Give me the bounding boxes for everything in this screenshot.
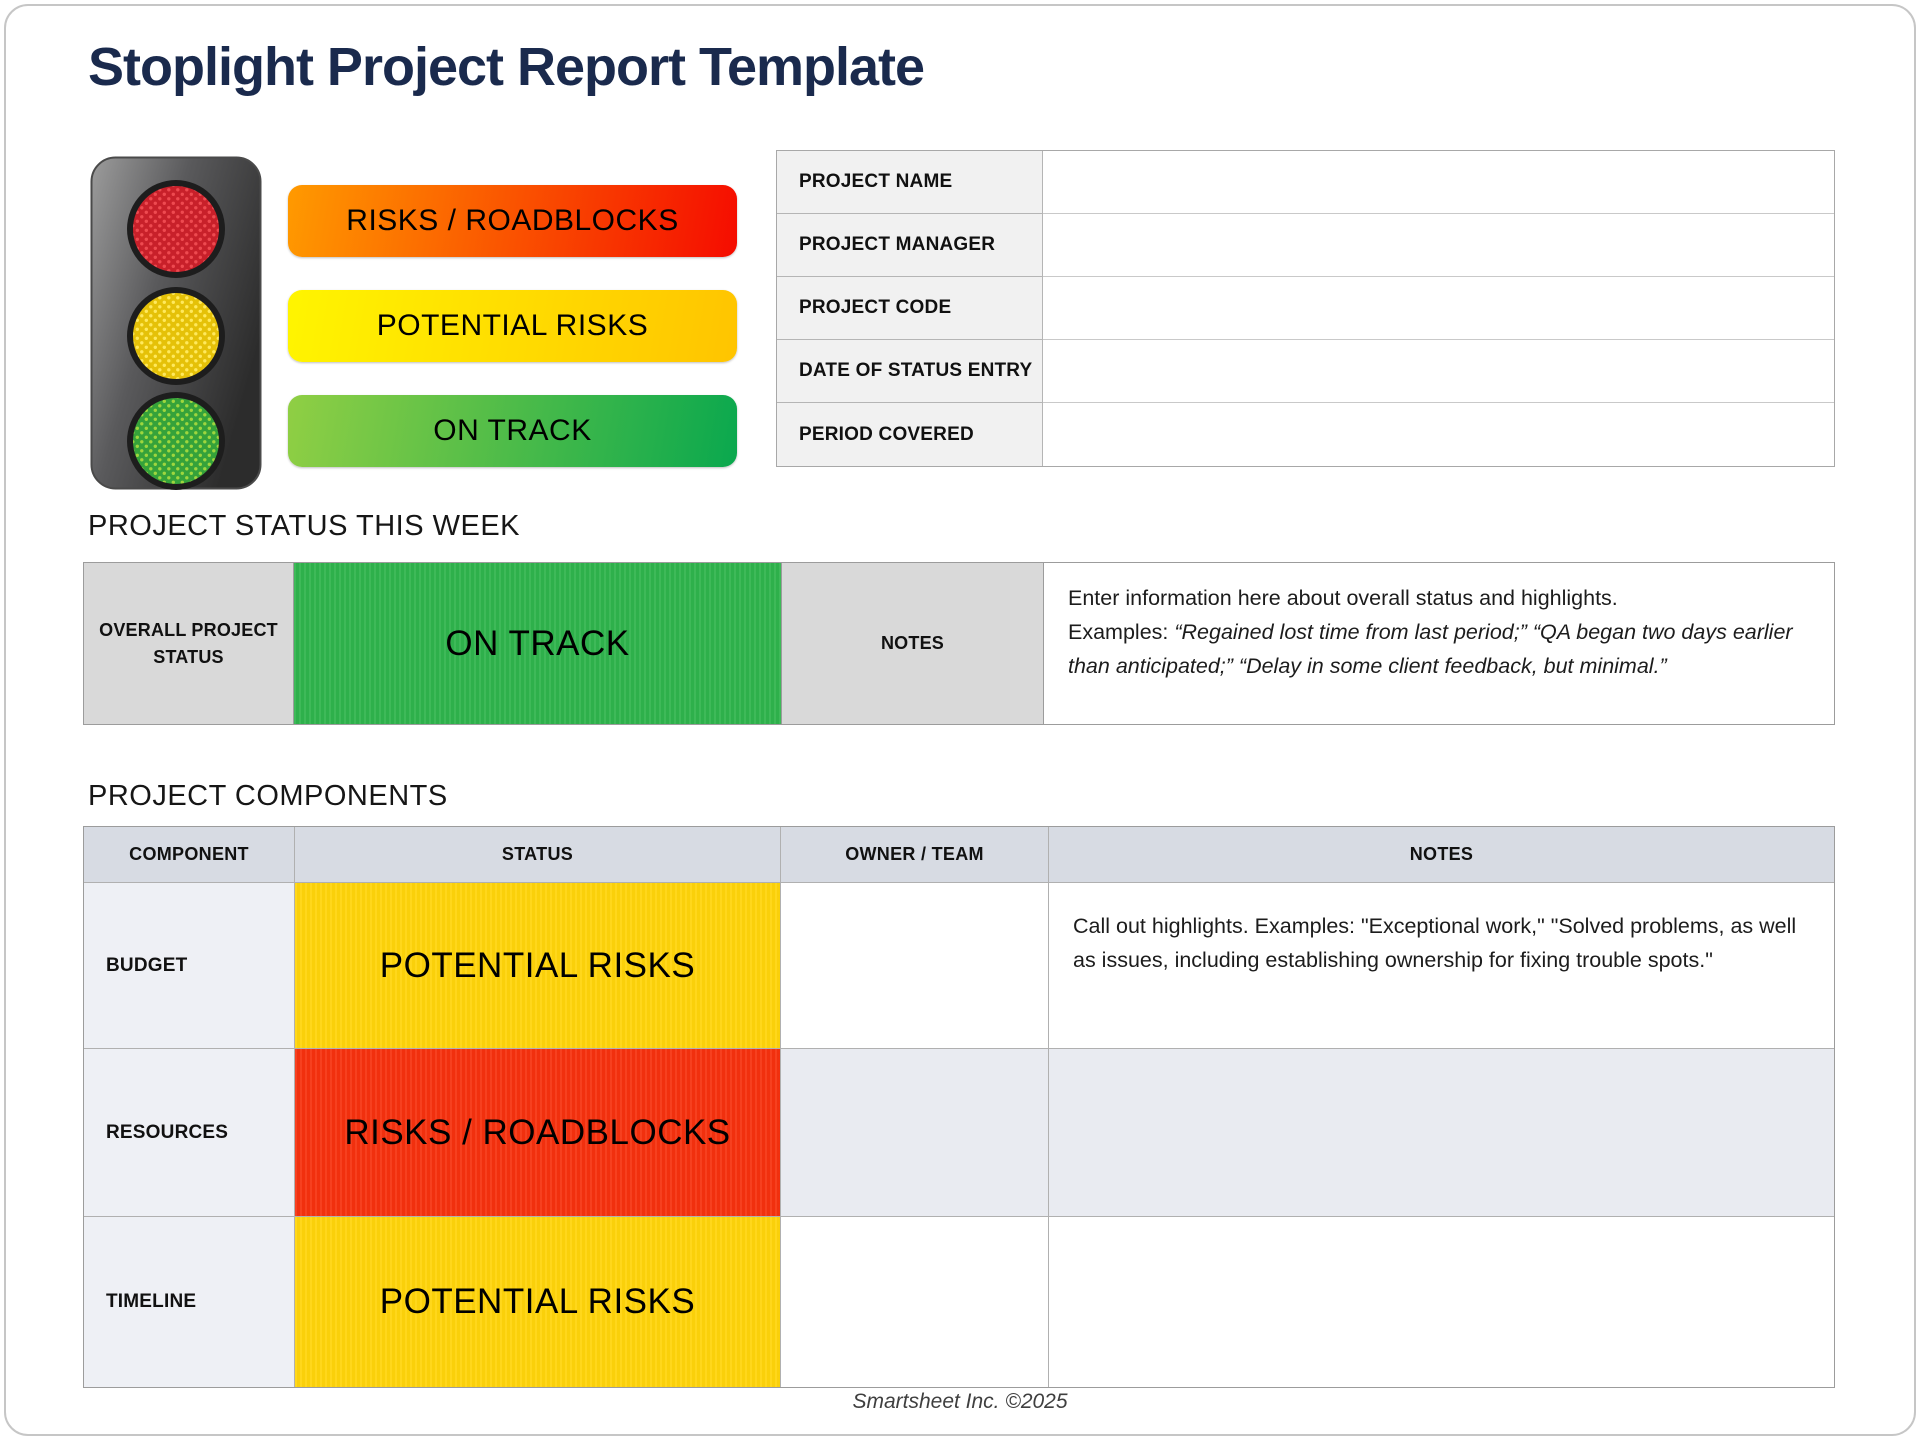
header-owner-team: OWNER / TEAM (781, 827, 1049, 883)
page-title: Stoplight Project Report Template (88, 37, 925, 97)
resources-status-value: RISKS / ROADBLOCKS (344, 1112, 731, 1152)
overall-status-cell[interactable]: ON TRACK (294, 563, 782, 724)
status-section-heading: PROJECT STATUS THIS WEEK (88, 510, 521, 542)
header-component: COMPONENT (84, 827, 295, 883)
project-code-label: PROJECT CODE (777, 277, 1043, 340)
budget-owner-cell[interactable] (781, 883, 1049, 1049)
resources-notes-cell[interactable] (1049, 1049, 1834, 1217)
project-code-value[interactable] (1043, 277, 1834, 340)
header-notes: NOTES (1049, 827, 1834, 883)
header-status: STATUS (295, 827, 781, 883)
status-notes-text: Enter information here about overall sta… (1068, 586, 1793, 678)
date-of-status-entry-value[interactable] (1043, 340, 1834, 403)
legend-potential-risks: POTENTIAL RISKS (288, 290, 737, 362)
legend-potential-risks-label: POTENTIAL RISKS (376, 309, 649, 342)
yellow-light-icon (133, 293, 219, 379)
status-notes-cell[interactable]: Enter information here about overall sta… (1044, 563, 1834, 724)
project-manager-value[interactable] (1043, 214, 1834, 277)
project-name-label: PROJECT NAME (777, 151, 1043, 214)
project-info-table: PROJECT NAME PROJECT MANAGER PROJECT COD… (776, 150, 1835, 467)
components-table: COMPONENT STATUS OWNER / TEAM NOTES BUDG… (83, 826, 1835, 1388)
green-light-icon (133, 398, 219, 484)
red-light-icon (133, 186, 219, 272)
project-manager-label: PROJECT MANAGER (777, 214, 1043, 277)
components-section-heading: PROJECT COMPONENTS (88, 780, 448, 812)
component-budget-label: BUDGET (84, 883, 295, 1049)
timeline-notes-cell[interactable] (1049, 1217, 1834, 1387)
date-of-status-entry-label: DATE OF STATUS ENTRY (777, 340, 1043, 403)
overall-project-status-label: OVERALL PROJECT STATUS (84, 563, 294, 724)
period-covered-value[interactable] (1043, 403, 1834, 466)
timeline-owner-cell[interactable] (781, 1217, 1049, 1387)
budget-notes-text: Call out highlights. Examples: "Exceptio… (1073, 914, 1797, 972)
overall-status-value: ON TRACK (445, 623, 630, 663)
status-table: OVERALL PROJECT STATUS ON TRACK NOTES En… (83, 562, 1835, 725)
resources-owner-cell[interactable] (781, 1049, 1049, 1217)
component-resources-label: RESOURCES (84, 1049, 295, 1217)
legend-risks-roadblocks-label: RISKS / ROADBLOCKS (346, 204, 679, 237)
budget-status-value: POTENTIAL RISKS (379, 945, 696, 985)
stoplight-graphic (90, 156, 262, 490)
timeline-status-value: POTENTIAL RISKS (379, 1282, 696, 1321)
budget-notes-cell[interactable]: Call out highlights. Examples: "Exceptio… (1049, 883, 1834, 1049)
legend-risks-roadblocks: RISKS / ROADBLOCKS (288, 185, 737, 257)
resources-status-cell[interactable]: RISKS / ROADBLOCKS (295, 1049, 781, 1217)
footer-copyright: Smartsheet Inc. ©2025 (852, 1390, 1068, 1413)
period-covered-label: PERIOD COVERED (777, 403, 1043, 466)
status-notes-label: NOTES (782, 563, 1044, 724)
legend-on-track: ON TRACK (288, 395, 737, 467)
project-name-value[interactable] (1043, 151, 1834, 214)
budget-status-cell[interactable]: POTENTIAL RISKS (295, 883, 781, 1049)
component-timeline-label: TIMELINE (84, 1217, 295, 1387)
timeline-status-cell[interactable]: POTENTIAL RISKS (295, 1217, 781, 1387)
legend-on-track-label: ON TRACK (433, 414, 592, 447)
